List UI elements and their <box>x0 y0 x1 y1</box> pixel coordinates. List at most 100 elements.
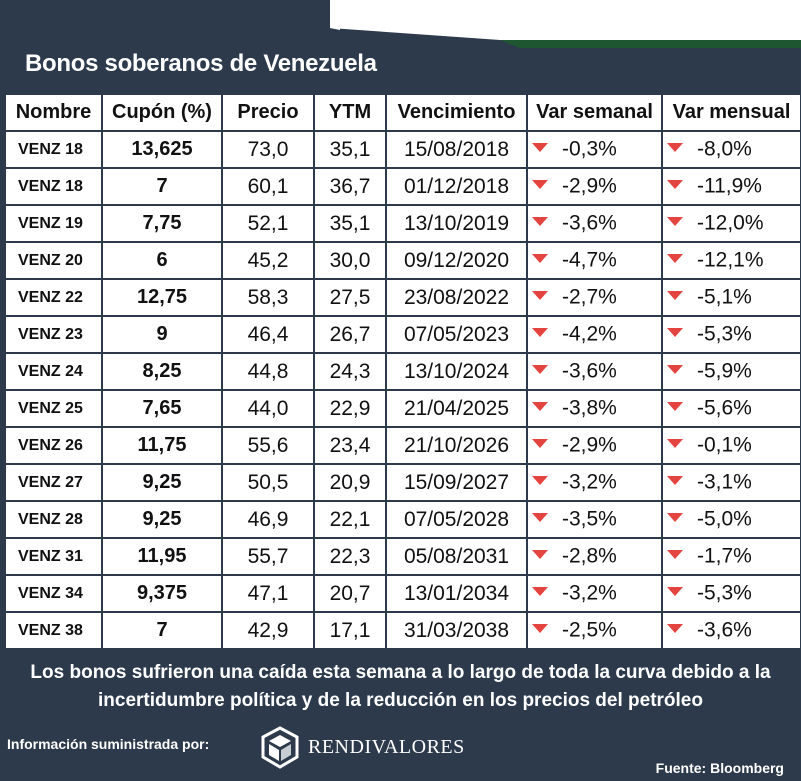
col-precio-header: Precio <box>221 93 315 132</box>
coupon-cell: 7,75 <box>101 204 223 243</box>
change-value: -1,7% <box>697 544 752 568</box>
down-triangle-icon <box>667 402 683 412</box>
ytm-cell: 23,4 <box>313 426 387 465</box>
change-value: -3,5% <box>562 507 617 531</box>
down-triangle-icon <box>532 439 548 449</box>
down-triangle-icon <box>532 513 548 523</box>
summary-text: Los bonos sufrieron una caída esta seman… <box>30 662 771 711</box>
down-triangle-icon <box>667 550 683 560</box>
monthly-change-cell: -5,6% <box>661 389 801 428</box>
change-value: -5,1% <box>697 285 752 309</box>
down-triangle-icon <box>532 328 548 338</box>
change-value: -12,0% <box>697 211 764 235</box>
down-triangle-icon <box>667 365 683 375</box>
monthly-change-cell: -8,0% <box>661 130 801 169</box>
down-triangle-icon <box>667 513 683 523</box>
weekly-change-cell: -3,5% <box>526 500 663 539</box>
price-cell: 47,1 <box>221 574 315 613</box>
monthly-change-cell: -3,1% <box>661 463 801 502</box>
coupon-cell: 9,25 <box>101 500 223 539</box>
down-triangle-icon <box>532 476 548 486</box>
coupon-cell: 8,25 <box>101 352 223 391</box>
coupon-cell: 11,95 <box>101 537 223 576</box>
bond-name-cell: VENZ 31 <box>4 537 103 576</box>
coupon-cell: 7 <box>101 611 223 650</box>
monthly-change-cell: -5,3% <box>661 574 801 613</box>
weekly-change-cell: -3,2% <box>526 463 663 502</box>
ytm-cell: 30,0 <box>313 241 387 280</box>
monthly-change-cell: -12,0% <box>661 204 801 243</box>
down-triangle-icon <box>667 291 683 301</box>
change-value: -5,9% <box>697 359 752 383</box>
maturity-cell: 15/09/2027 <box>385 463 528 502</box>
change-value: -11,9% <box>697 174 762 198</box>
down-triangle-icon <box>532 254 548 264</box>
cube-logo-icon <box>261 726 299 769</box>
maturity-cell: 09/12/2020 <box>385 241 528 280</box>
ytm-cell: 22,3 <box>313 537 387 576</box>
change-value: -2,9% <box>562 433 617 457</box>
down-triangle-icon <box>532 587 548 597</box>
table-row: VENZ 22 12,75 58,3 27,5 23/08/2022 -2,7% -5,1% <box>4 278 801 317</box>
coupon-cell: 9,25 <box>101 463 223 502</box>
down-triangle-icon <box>667 624 683 634</box>
change-value: -4,2% <box>562 322 617 346</box>
monthly-change-cell: -5,3% <box>661 315 801 354</box>
change-value: -3,6% <box>562 359 617 383</box>
coupon-cell: 12,75 <box>101 278 223 317</box>
bond-name-cell: VENZ 34 <box>4 574 103 613</box>
table-row: VENZ 23 9 46,4 26,7 07/05/2023 -4,2% -5,3% <box>4 315 801 354</box>
col-vencimiento-header: Vencimiento <box>385 93 528 132</box>
chart-title: Bonos soberanos de Venezuela <box>25 50 377 77</box>
down-triangle-icon <box>532 365 548 375</box>
down-triangle-icon <box>532 550 548 560</box>
change-value: -3,2% <box>562 581 617 605</box>
down-triangle-icon <box>532 217 548 227</box>
weekly-change-cell: -4,7% <box>526 241 663 280</box>
change-value: -2,9% <box>562 174 617 198</box>
down-triangle-icon <box>667 180 683 190</box>
bond-name-cell: VENZ 19 <box>4 204 103 243</box>
weekly-change-cell: -3,2% <box>526 574 663 613</box>
down-triangle-icon <box>667 217 683 227</box>
table-row: VENZ 38 7 42,9 17,1 31/03/2038 -2,5% -3,6% <box>4 611 801 650</box>
coupon-cell: 7,65 <box>101 389 223 428</box>
maturity-cell: 13/10/2019 <box>385 204 528 243</box>
ytm-cell: 36,7 <box>313 167 387 206</box>
col-ytm-header: YTM <box>313 93 387 132</box>
ytm-cell: 26,7 <box>313 315 387 354</box>
bond-name-cell: VENZ 20 <box>4 241 103 280</box>
price-cell: 45,2 <box>221 241 315 280</box>
table-row: VENZ 28 9,25 46,9 22,1 07/05/2028 -3,5% -5,0% <box>4 500 801 539</box>
table-row: VENZ 34 9,375 47,1 20,7 13/01/2034 -3,2% -5,3% <box>4 574 801 613</box>
monthly-change-cell: -5,9% <box>661 352 801 391</box>
bond-name-cell: VENZ 18 <box>4 130 103 169</box>
change-value: -2,5% <box>562 618 617 642</box>
bond-name-cell: VENZ 28 <box>4 500 103 539</box>
price-cell: 60,1 <box>221 167 315 206</box>
change-value: -2,8% <box>562 544 617 568</box>
table-row: VENZ 31 11,95 55,7 22,3 05/08/2031 -2,8% -1,7% <box>4 537 801 576</box>
maturity-cell: 15/08/2018 <box>385 130 528 169</box>
ytm-cell: 20,9 <box>313 463 387 502</box>
logo-text: RENDIVALORES <box>308 736 465 758</box>
ytm-cell: 20,7 <box>313 574 387 613</box>
bond-name-cell: VENZ 27 <box>4 463 103 502</box>
weekly-change-cell: -2,8% <box>526 537 663 576</box>
price-cell: 55,7 <box>221 537 315 576</box>
change-value: -12,1% <box>697 248 764 272</box>
change-value: -3,2% <box>562 470 617 494</box>
bond-name-cell: VENZ 25 <box>4 389 103 428</box>
change-value: -5,0% <box>697 507 752 531</box>
table-row: VENZ 25 7,65 44,0 22,9 21/04/2025 -3,8% -5,6% <box>4 389 801 428</box>
bond-name-cell: VENZ 24 <box>4 352 103 391</box>
weekly-change-cell: -0,3% <box>526 130 663 169</box>
table-body: VENZ 18 13,625 73,0 35,1 15/08/2018 -0,3% -8,0… <box>4 130 801 650</box>
table-row: VENZ 24 8,25 44,8 24,3 13/10/2024 -3,6% -5,9% <box>4 352 801 391</box>
coupon-cell: 7 <box>101 167 223 206</box>
table-row: VENZ 18 7 60,1 36,7 01/12/2018 -2,9% -11,9% <box>4 167 801 206</box>
price-cell: 42,9 <box>221 611 315 650</box>
table-row: VENZ 27 9,25 50,5 20,9 15/09/2027 -3,2% -3,1% <box>4 463 801 502</box>
down-triangle-icon <box>667 476 683 486</box>
monthly-change-cell: -5,0% <box>661 500 801 539</box>
